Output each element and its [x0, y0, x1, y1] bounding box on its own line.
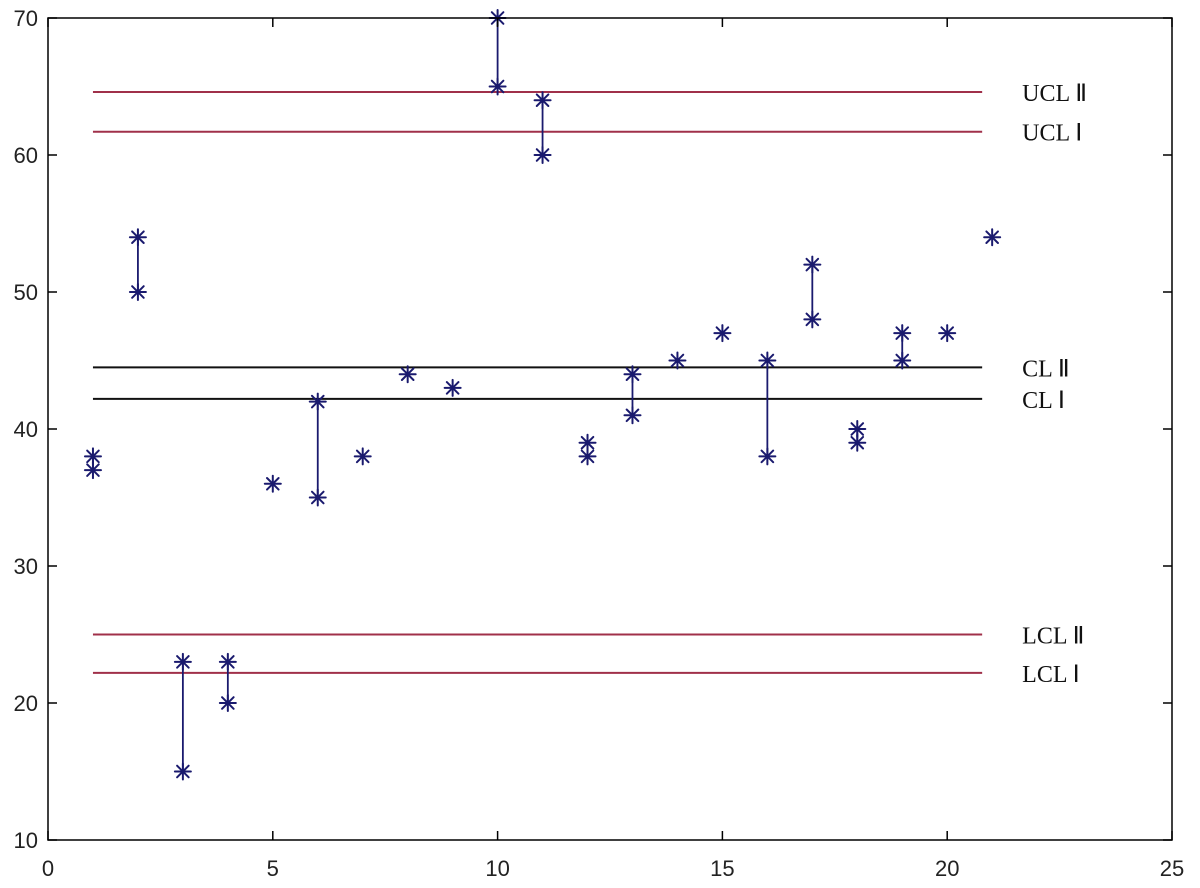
y-axis-ticks: 10 20 30 40 50 60 70	[14, 6, 1172, 853]
x-tick-label-20: 20	[935, 856, 959, 881]
ref-label-ucl-2: UCL Ⅰ	[1022, 121, 1082, 147]
data-point-x3-2	[173, 762, 192, 781]
x-tick-label-0: 0	[42, 856, 54, 881]
data-point-x5-1	[263, 474, 282, 493]
data-point-x17-2	[803, 310, 822, 329]
data-point-x4-2	[218, 694, 237, 712]
ref-label-cl-3: CL Ⅱ	[1022, 356, 1070, 382]
data-point-x2-1	[128, 228, 147, 247]
data-point-x14-1	[668, 351, 687, 370]
data-point-x18-2	[848, 433, 867, 452]
y-tick-label-70: 70	[14, 6, 38, 31]
data-point-x7-1	[353, 447, 372, 466]
y-tick-label-20: 20	[14, 691, 38, 716]
data-point-x20-1	[938, 324, 957, 343]
data-point-x6-2	[308, 488, 327, 507]
data-point-x13-2	[623, 406, 642, 425]
data-point-x11-1	[533, 91, 552, 110]
x-tick-label-25: 25	[1160, 856, 1184, 881]
data-point-x9-1	[443, 378, 462, 397]
data-point-x17-1	[803, 255, 822, 274]
x-tick-label-5: 5	[267, 856, 279, 881]
data-point-x10-2	[488, 77, 507, 96]
reference-line-labels: UCL Ⅱ UCL Ⅰ CL Ⅱ CL Ⅰ LCL Ⅱ LCL Ⅰ	[1022, 81, 1087, 688]
data-point-x19-2	[893, 351, 912, 370]
y-tick-label-30: 30	[14, 554, 38, 579]
x-tick-label-10: 10	[485, 856, 509, 881]
data-point-x21-1	[983, 228, 1002, 247]
data-point-x16-1	[758, 351, 777, 370]
data-point-x16-2	[758, 447, 777, 466]
y-tick-label-50: 50	[14, 280, 38, 305]
data-point-x11-2	[533, 146, 552, 164]
x-axis-ticks: 0 5 10 15 20 25	[42, 18, 1184, 881]
x-tick-label-15: 15	[710, 856, 734, 881]
data-point-x12-2	[578, 447, 597, 466]
ref-label-lcl-5: LCL Ⅱ	[1022, 624, 1084, 650]
data-point-x6-1	[308, 392, 327, 411]
y-tick-label-60: 60	[14, 143, 38, 168]
plot-frame	[47, 17, 1173, 841]
data-point-x1-2	[83, 461, 102, 480]
data-point-x19-1	[893, 324, 912, 343]
ref-label-cl-4: CL Ⅰ	[1022, 388, 1065, 414]
data-point-x8-1	[398, 365, 417, 384]
y-tick-label-40: 40	[14, 417, 38, 442]
data-point-x15-1	[713, 324, 732, 343]
ref-label-ucl-1: UCL Ⅱ	[1022, 81, 1087, 107]
data-point-x3-1	[173, 652, 192, 671]
data-markers	[83, 9, 1002, 781]
data-point-x2-2	[128, 283, 147, 301]
data-point-x4-1	[218, 652, 237, 671]
ref-label-lcl-6: LCL Ⅰ	[1022, 662, 1080, 688]
data-point-x13-1	[623, 365, 642, 384]
reference-lines	[92, 90, 983, 674]
y-tick-label-10: 10	[14, 828, 38, 853]
